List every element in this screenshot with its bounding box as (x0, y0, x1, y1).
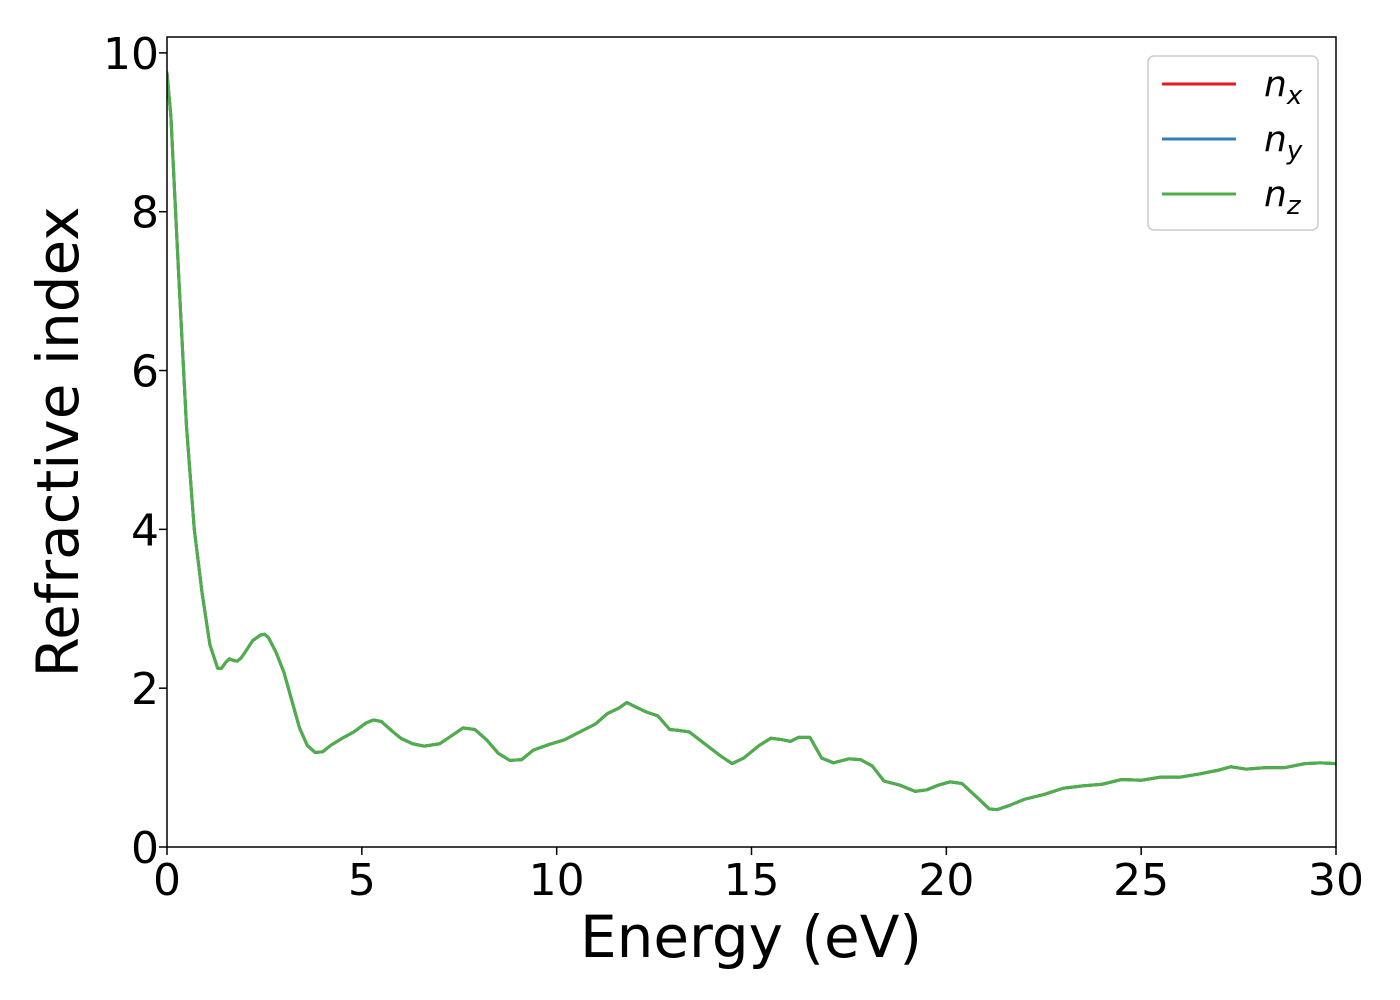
x-axis-label: Energy (eV) (580, 903, 922, 971)
legend-subscript: y (1286, 136, 1303, 166)
x-tick-label: 5 (348, 855, 376, 906)
series-line-nz (167, 71, 1336, 812)
y-tick-label: 0 (131, 823, 159, 874)
legend-subscript: x (1286, 81, 1303, 111)
y-tick-label: 4 (131, 505, 159, 556)
x-axis-ticks: 0 5 10 15 20 25 30 (153, 847, 1364, 906)
y-tick-label: 8 (131, 188, 159, 239)
y-tick-label: 2 (131, 664, 159, 715)
x-tick-label: 20 (918, 855, 974, 906)
x-tick-label: 30 (1308, 855, 1364, 906)
series-layer (167, 71, 1336, 812)
y-axis-label: Refractive index (24, 206, 92, 677)
y-axis-ticks: 0 2 4 6 8 10 (103, 29, 167, 874)
y-tick-label: 10 (103, 29, 159, 80)
x-tick-label: 0 (153, 855, 181, 906)
legend-subscript: z (1286, 191, 1302, 221)
x-tick-label: 15 (724, 855, 780, 906)
x-tick-label: 10 (529, 855, 585, 906)
x-tick-label: 25 (1113, 855, 1169, 906)
legend-box (1147, 55, 1319, 231)
y-tick-label: 6 (131, 347, 159, 398)
